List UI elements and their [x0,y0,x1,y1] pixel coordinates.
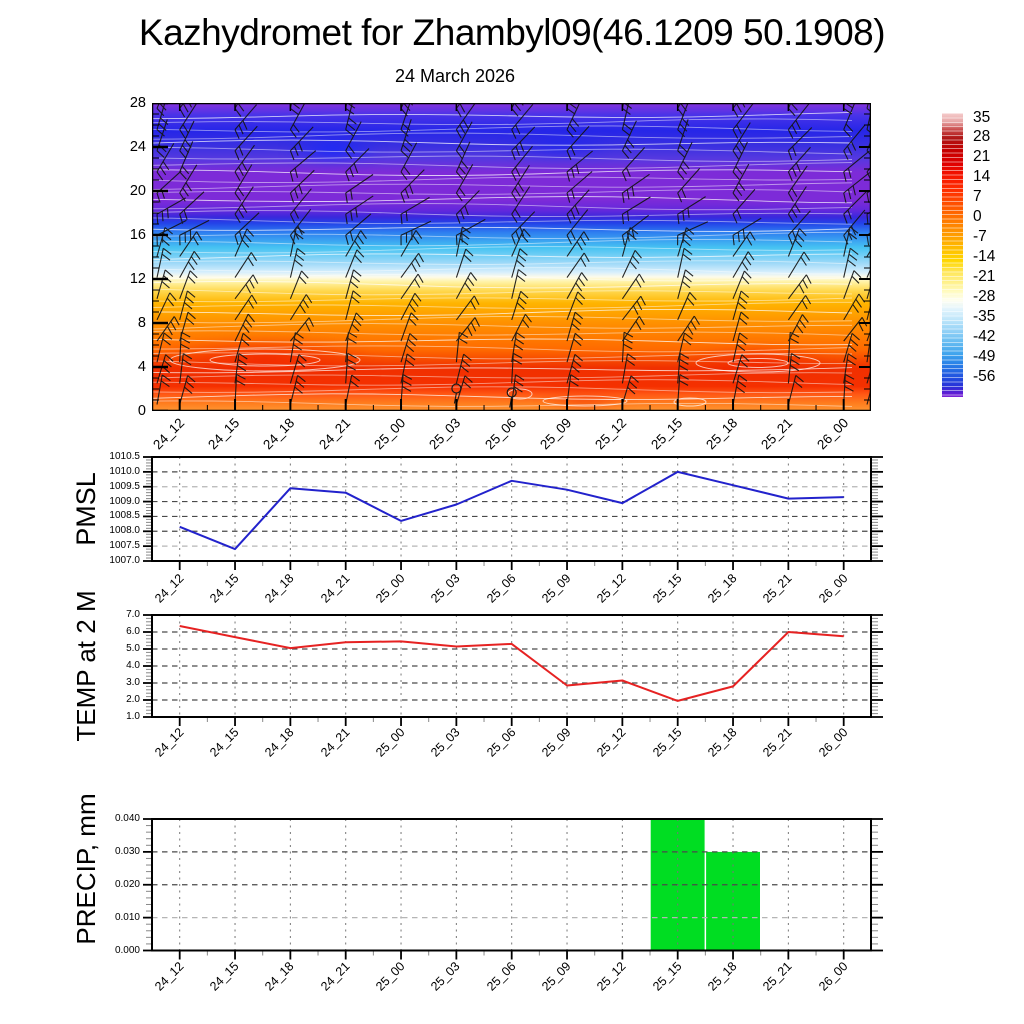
temp-line [179,625,844,702]
pmsl-panel [143,456,883,570]
main-y-tick-label: 20 [129,182,146,199]
colorbar-tick-label: -56 [973,367,996,385]
main-y-tick-label: 12 [129,270,146,287]
pmsl-y-tick-label: 1010.5 [109,451,140,462]
pmsl-y-tick-label: 1010.0 [109,465,140,477]
colorbar-tick-label: -49 [973,347,996,365]
pmsl-border [151,456,872,562]
main-axis-ticks [152,103,871,411]
main-y-tick-label: 28 [129,94,146,111]
colorbar-tick-label: 7 [973,188,982,206]
temp-y-tick-label: 1.0 [126,711,140,722]
colorbar-tick-label: -7 [973,228,987,246]
pmsl-y-tick-label: 1008.0 [109,525,140,537]
pmsl-y-tick-label: 1009.0 [109,495,140,507]
contour-lines [152,111,853,407]
main-y-tick-label: 4 [137,358,146,375]
precip-border [151,818,872,952]
temp-y-tick-label: 3.0 [126,677,140,688]
wind-barbs [156,103,871,405]
colorbar-tick-label: -21 [973,267,996,285]
temp-panel [143,614,883,726]
main-y-tick-label: 8 [137,314,146,331]
colorbar-tick-label: -42 [973,327,996,345]
precip-y-tick-label: 0.030 [114,845,140,857]
temp-y-tick-label: 6.0 [126,626,140,637]
temp-y-tick-label: 7.0 [126,609,140,620]
precip-panel [143,818,883,960]
colorbar-tick-label: 28 [973,128,991,146]
page-title: Kazhydromet for Zhambyl09(46.1209 50.190… [138,12,886,53]
precip-bar [706,851,760,951]
colorbar-tick-label: -14 [973,248,996,265]
colorbar-stripes [942,113,963,397]
main-y-tick-label: 24 [129,138,146,155]
precip-y-tick-label: 0.010 [114,911,140,923]
pmsl-y-tick-label: 1009.5 [109,480,140,492]
temp-y-tick-label: 2.0 [126,694,140,705]
cross-section-overlay [152,103,871,411]
main-y-tick-label: 16 [129,226,146,243]
colorbar-tick-label: 35 [973,108,991,126]
precip-y-tick-label: 0.000 [114,944,140,956]
temp-y-tick-label: 5.0 [126,643,140,654]
pmsl-line [179,470,844,551]
precip-y-tick-label: 0.040 [114,813,140,824]
main-y-tick-label: 0 [137,402,146,419]
colorbar-tick-label: 21 [973,148,991,166]
precip-y-tick-label: 0.020 [114,878,140,890]
pmsl-y-tick-label: 1008.5 [109,510,140,522]
colorbar-tick-label: -28 [973,287,996,305]
colorbar-tick-label: 14 [973,168,991,186]
pmsl-y-tick-label: 1007.0 [109,555,140,566]
colorbar-tick-label: 0 [973,208,982,226]
temp-border [151,614,872,718]
chart-subtitle: 24 March 2026 [394,66,516,86]
temperature-colorbar [942,113,963,397]
pmsl-y-tick-label: 1007.5 [109,540,140,552]
temp-y-tick-label: 4.0 [126,660,140,671]
colorbar-tick-label: -35 [973,307,996,325]
